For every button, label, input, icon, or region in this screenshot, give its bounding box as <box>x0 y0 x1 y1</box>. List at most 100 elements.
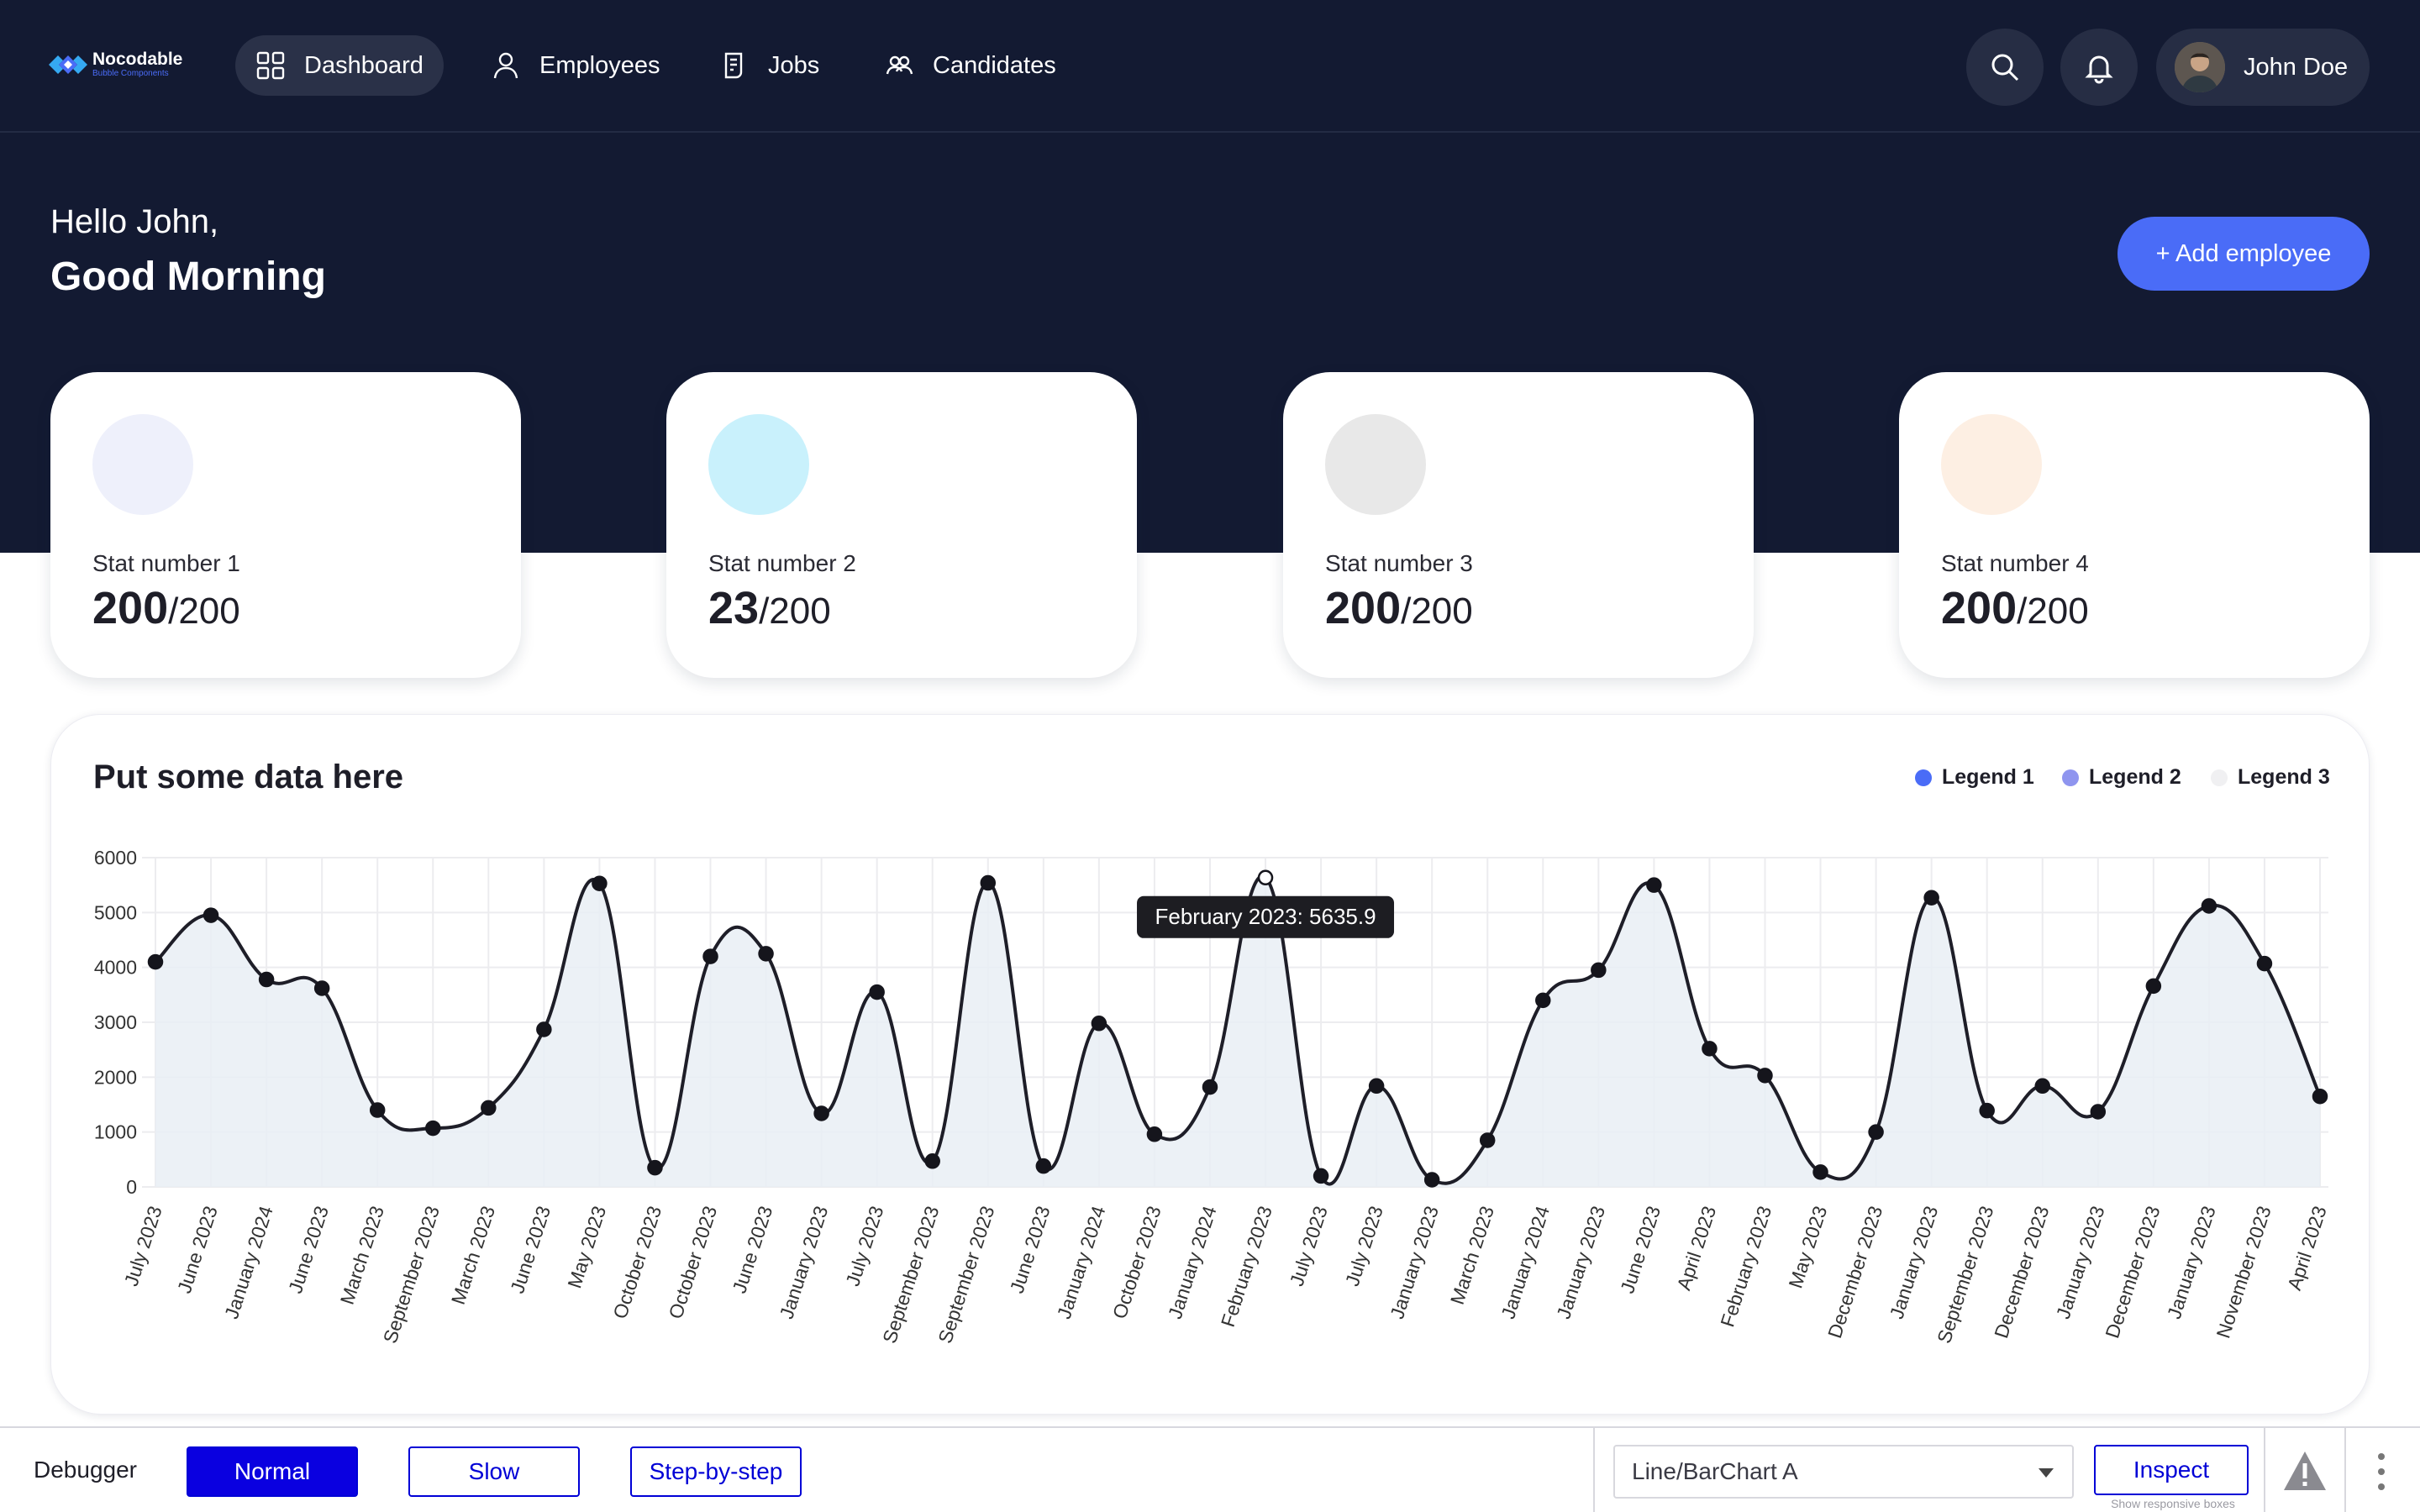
divider <box>1593 1428 1595 1512</box>
x-tick-label: January 2024 <box>1497 1203 1554 1321</box>
data-point <box>536 1021 552 1037</box>
x-tick-label: February 2023 <box>1716 1204 1776 1330</box>
x-tick-label: January 2023 <box>1886 1204 1943 1322</box>
legend-item[interactable]: Legend 1 <box>1915 765 2034 790</box>
nav-item-candidates[interactable]: Candidates <box>864 35 1076 96</box>
data-point <box>869 984 885 1000</box>
x-tick-label: January 2024 <box>1164 1203 1221 1321</box>
nav-label: Employees <box>539 51 660 79</box>
notifications-button[interactable] <box>2060 29 2138 106</box>
x-tick-label: January 2024 <box>1053 1203 1110 1321</box>
x-tick-label: September 2023 <box>934 1204 998 1347</box>
stat-number: 23 <box>708 583 760 633</box>
stat-icon-placeholder <box>1325 414 1426 515</box>
search-button[interactable] <box>1966 29 2044 106</box>
x-tick-label: July 2023 <box>120 1204 166 1289</box>
nav-label: Dashboard <box>304 51 424 79</box>
grid-icon <box>255 50 286 81</box>
divider <box>2264 1428 2265 1512</box>
bell-icon <box>2085 55 2113 84</box>
avatar <box>2175 42 2225 92</box>
stat-number: 200 <box>92 583 169 633</box>
debugger-slow-button[interactable]: Slow <box>408 1446 580 1497</box>
data-point <box>425 1120 441 1137</box>
data-point <box>1812 1164 1828 1180</box>
legend-item[interactable]: Legend 3 <box>2211 765 2330 790</box>
warning-icon[interactable] <box>2282 1448 2328 1494</box>
people-icon <box>884 50 914 81</box>
y-tick-label: 1000 <box>94 1121 137 1143</box>
x-tick-label: December 2023 <box>1823 1204 1886 1341</box>
legend-label: Legend 3 <box>2238 765 2330 789</box>
greeting-hello: Hello John, <box>50 203 219 240</box>
x-tick-label: June 2023 <box>1006 1204 1055 1296</box>
legend-dot <box>2062 769 2079 786</box>
x-tick-label: June 2023 <box>284 1204 333 1296</box>
tooltip-box <box>1137 895 1395 938</box>
data-point <box>1202 1079 1218 1095</box>
logo[interactable]: Nocodable Bubble Components <box>49 50 182 79</box>
x-tick-label: January 2024 <box>220 1203 277 1321</box>
nav-label: Jobs <box>768 51 820 79</box>
x-tick-label: July 2023 <box>1341 1204 1387 1289</box>
x-tick-label: September 2023 <box>878 1204 943 1347</box>
x-tick-label: April 2023 <box>2283 1204 2331 1294</box>
inspect-button[interactable]: Inspect <box>2094 1445 2249 1495</box>
x-tick-label: January 2023 <box>2163 1204 2220 1322</box>
stat-value: 200/200 <box>92 582 240 634</box>
nav-item-employees[interactable]: Employees <box>471 35 680 96</box>
data-point <box>1035 1158 1052 1174</box>
data-point <box>1257 869 1274 886</box>
chevron-down-icon <box>2039 1468 2054 1478</box>
stat-card: Stat number 3 200/200 <box>1283 372 1754 678</box>
stat-icon-placeholder <box>92 414 193 515</box>
data-point <box>313 980 330 996</box>
data-point <box>481 1100 497 1116</box>
x-tick-label: March 2023 <box>447 1204 499 1308</box>
data-point <box>1479 1132 1496 1148</box>
data-point <box>758 946 774 962</box>
x-tick-label: January 2023 <box>2052 1204 2109 1322</box>
data-point <box>258 971 275 988</box>
x-tick-label: June 2023 <box>728 1204 776 1296</box>
data-point <box>1868 1124 1884 1140</box>
x-tick-label: June 2023 <box>1616 1204 1665 1296</box>
data-point <box>1368 1078 1385 1095</box>
user-menu[interactable]: John Doe <box>2156 29 2370 106</box>
legend-dot <box>2211 769 2228 786</box>
data-point <box>147 953 164 970</box>
x-tick-label: September 2023 <box>1933 1204 1997 1347</box>
debugger-normal-button[interactable]: Normal <box>187 1446 358 1497</box>
stat-label: Stat number 1 <box>92 550 240 576</box>
x-tick-label: June 2023 <box>506 1204 555 1296</box>
nav-item-jobs[interactable]: Jobs <box>699 35 839 96</box>
data-point <box>813 1105 829 1121</box>
debugger-step-button[interactable]: Step-by-step <box>630 1446 802 1497</box>
data-point <box>1146 1126 1163 1142</box>
data-point <box>2312 1088 2328 1105</box>
stat-total: /200 <box>168 591 240 632</box>
y-tick-label: 6000 <box>94 847 137 869</box>
kebab-menu-icon[interactable] <box>2378 1453 2385 1490</box>
nav-item-dashboard[interactable]: Dashboard <box>235 35 444 96</box>
data-point <box>369 1102 386 1118</box>
x-tick-label: March 2023 <box>336 1204 388 1308</box>
x-tick-label: October 2023 <box>1108 1204 1165 1322</box>
data-point <box>980 874 997 891</box>
x-tick-label: September 2023 <box>379 1204 444 1347</box>
data-point <box>1535 992 1551 1009</box>
element-select[interactable]: Line/BarChart A <box>1613 1445 2074 1499</box>
x-tick-label: January 2023 <box>1552 1204 1609 1322</box>
y-tick-label: 5000 <box>94 901 137 923</box>
legend-item[interactable]: Legend 2 <box>2062 765 2181 790</box>
data-point <box>2201 898 2217 914</box>
stat-total: /200 <box>2017 591 2089 632</box>
data-point <box>1313 1168 1329 1184</box>
data-point <box>2256 955 2273 972</box>
x-tick-label: January 2023 <box>1386 1204 1443 1322</box>
chart-card: Put some data here Legend 1 Legend 2 Leg… <box>50 714 2370 1415</box>
add-employee-button[interactable]: + Add employee <box>2118 217 2370 291</box>
data-point <box>2034 1078 2050 1095</box>
element-select-value: Line/BarChart A <box>1632 1458 1798 1484</box>
